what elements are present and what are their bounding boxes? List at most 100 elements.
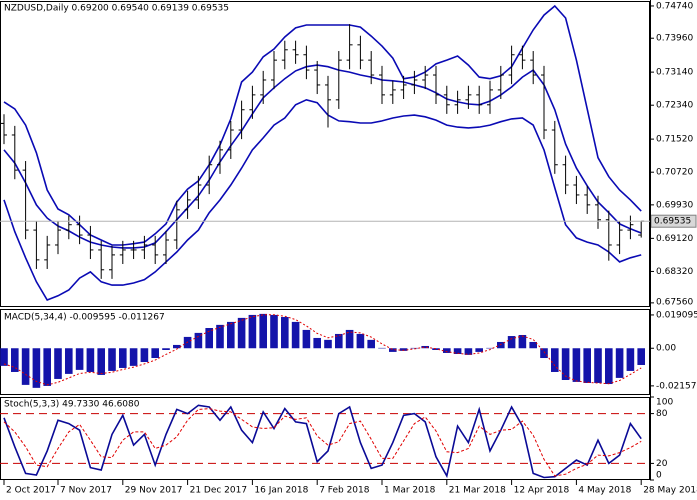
macd-bar xyxy=(486,347,494,349)
y-tick-label: 0 xyxy=(656,471,662,481)
macd-bar xyxy=(281,317,289,349)
macd-bar xyxy=(129,348,138,366)
macd-bar xyxy=(637,348,645,365)
macd-bar xyxy=(497,341,505,349)
macd-bar xyxy=(162,348,170,350)
y-tick-label: 0.69120 xyxy=(656,234,693,244)
macd-bar xyxy=(313,337,321,349)
y-tick-label: 20 xyxy=(656,459,668,469)
macd-bar xyxy=(356,333,365,349)
y-tick-label: 0.019095 xyxy=(656,310,697,320)
x-tick-label: 1 Mar 2018 xyxy=(384,486,436,496)
y-tick-label: -0.02157 xyxy=(656,381,696,391)
macd-bar xyxy=(173,344,181,349)
macd-bar xyxy=(453,348,462,355)
macd-bar xyxy=(399,348,408,351)
x-tick-label: 28 May 2018 xyxy=(643,486,697,496)
macd-bar xyxy=(216,324,224,349)
macd-bar xyxy=(227,321,235,349)
macd-bar xyxy=(205,328,213,349)
macd-bar xyxy=(86,348,95,372)
y-tick-label: 0.67560 xyxy=(656,298,693,308)
macd-bar xyxy=(108,348,116,371)
macd-bar xyxy=(0,348,8,366)
macd-bar xyxy=(594,348,602,383)
macd-bar xyxy=(572,348,581,382)
macd-bar xyxy=(345,329,354,349)
y-tick-label: 0.71520 xyxy=(656,135,693,145)
macd-bar xyxy=(119,348,127,368)
y-tick-label: 80 xyxy=(656,409,668,419)
macd-bar xyxy=(583,348,591,383)
x-tick-label: 16 Jan 2018 xyxy=(254,486,308,496)
y-tick-label: 0.68320 xyxy=(656,267,693,277)
y-tick-label: 0.73140 xyxy=(656,68,693,78)
x-tick-label: 21 Dec 2017 xyxy=(190,486,248,496)
macd-bar xyxy=(551,348,559,372)
macd-bar xyxy=(11,348,19,372)
signal-line xyxy=(3,314,642,386)
macd-bar xyxy=(291,321,300,349)
y-tick-label: 100 xyxy=(656,398,673,408)
y-tick-label: 0.72340 xyxy=(656,101,693,111)
macd-bar xyxy=(335,333,343,349)
macd-bar xyxy=(540,348,548,359)
macd-bar xyxy=(194,332,203,349)
macd-bar xyxy=(518,334,527,349)
macd-bar xyxy=(475,348,483,352)
macd-bar xyxy=(367,339,375,349)
macd-bar xyxy=(75,348,84,370)
macd-bar xyxy=(65,348,73,374)
macd-bar xyxy=(140,348,149,363)
macd-bar xyxy=(32,348,41,388)
macd-bar xyxy=(97,348,105,375)
x-tick-label: 12 Apr 2018 xyxy=(514,486,570,496)
macd-bar xyxy=(389,348,397,352)
panel-frame xyxy=(0,397,650,480)
macd-bar xyxy=(237,317,246,349)
stoch-title: Stoch(5,3,3) 49.7330 46.6080 xyxy=(4,400,140,410)
middle-band xyxy=(3,64,642,249)
lower-band xyxy=(3,98,642,301)
stoch-k xyxy=(3,404,642,479)
current-price-label: 0.69535 xyxy=(654,217,691,227)
upper-band xyxy=(3,4,642,246)
macd-bar xyxy=(302,329,311,349)
x-tick-label: 4 May 2018 xyxy=(578,486,631,496)
macd-bar xyxy=(259,313,267,349)
macd-title: MACD(5,34,4) -0.009595 -0.011267 xyxy=(4,313,165,323)
macd-bar xyxy=(54,348,62,379)
macd-bar xyxy=(529,341,537,349)
macd-bar xyxy=(605,348,613,385)
x-tick-label: 7 Nov 2017 xyxy=(60,486,112,496)
y-tick-label: 0.74740 xyxy=(656,2,693,12)
stoch-d xyxy=(3,408,642,477)
panel-frame xyxy=(0,1,650,307)
x-tick-label: 2 Oct 2017 xyxy=(6,486,56,496)
macd-bar xyxy=(561,348,570,380)
x-tick-label: 29 Nov 2017 xyxy=(125,486,183,496)
macd-bar xyxy=(626,348,635,371)
macd-bar xyxy=(21,348,30,385)
macd-bar xyxy=(464,348,473,355)
y-tick-label: 0.73960 xyxy=(656,34,693,44)
macd-bar xyxy=(324,339,332,349)
macd-bar xyxy=(410,347,419,349)
y-tick-label: 0.00 xyxy=(656,344,676,354)
macd-bar xyxy=(443,348,451,353)
macd-bar xyxy=(270,314,278,349)
macd-bar xyxy=(507,336,516,349)
x-tick-label: 7 Feb 2018 xyxy=(319,486,370,496)
macd-bar xyxy=(615,348,624,378)
macd-bar xyxy=(378,347,386,349)
macd-bar xyxy=(248,314,257,349)
macd-bar xyxy=(43,348,51,386)
macd-bar xyxy=(421,345,429,349)
y-tick-label: 0.69930 xyxy=(656,200,693,210)
y-tick-label: 0.70720 xyxy=(656,168,693,178)
macd-bar xyxy=(432,348,440,350)
x-tick-label: 21 Mar 2018 xyxy=(449,486,506,496)
